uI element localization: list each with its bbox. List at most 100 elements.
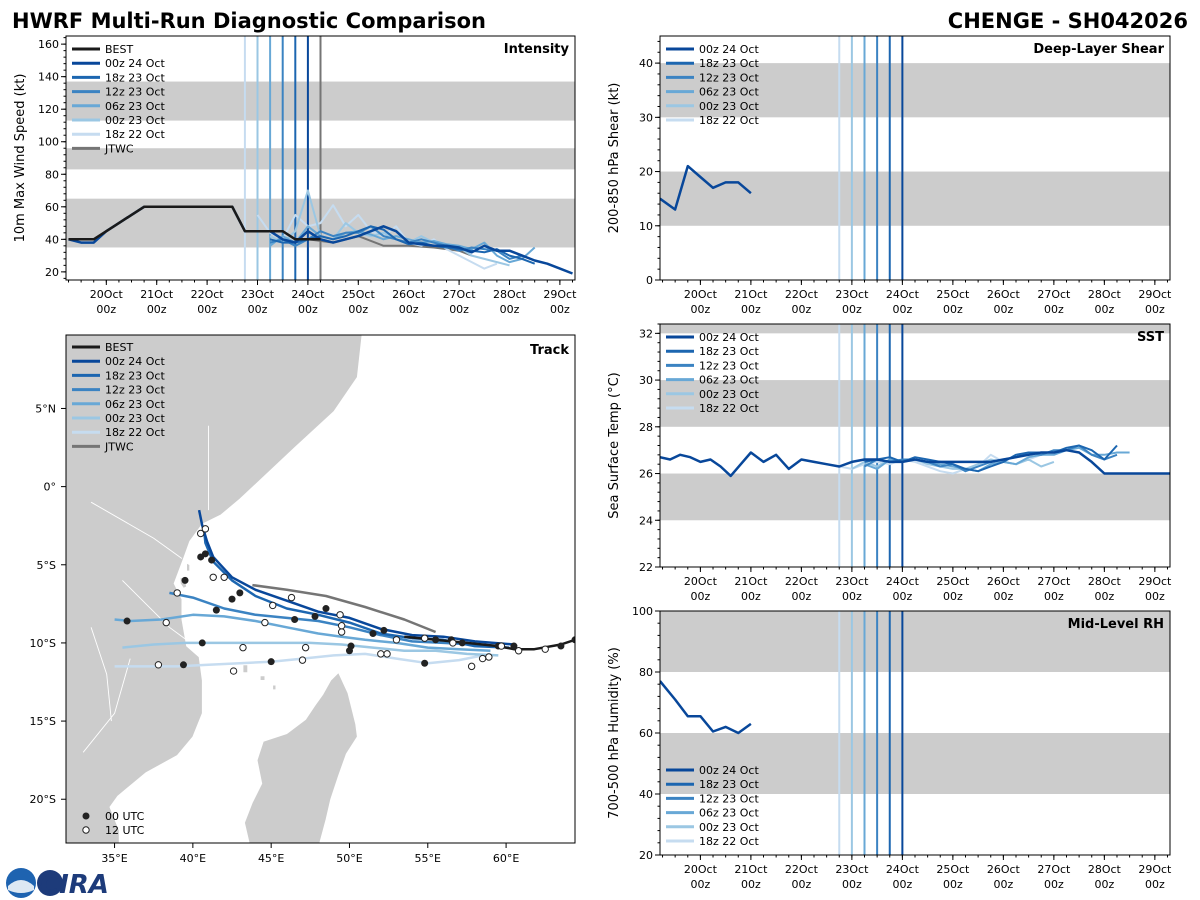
track-marker-00utc — [432, 636, 440, 644]
sst-plot-area — [660, 324, 1170, 567]
rh-xtick-hour: 00z — [842, 878, 862, 891]
sst-legend-label: 00z 23 Oct — [699, 388, 759, 401]
shear-xtick-day: 21Oct — [734, 288, 768, 301]
track-ytick-label: 15°S — [30, 715, 56, 728]
sst-legend-label: 12z 23 Oct — [699, 359, 759, 372]
shear-xtick-day: 26Oct — [987, 288, 1021, 301]
shear-legend-label: 18z 23 Oct — [699, 57, 759, 70]
sst-legend-label: 18z 23 Oct — [699, 345, 759, 358]
track-legend-label: 00z 24 Oct — [105, 355, 165, 368]
track-marker-00utc — [345, 647, 353, 655]
sst-xtick-hour: 00z — [1094, 590, 1114, 603]
shear-xtick-hour: 00z — [1145, 303, 1165, 316]
intensity-xtick-hour: 00z — [248, 303, 268, 316]
track-marker-12utc — [196, 529, 205, 538]
intensity-xtick-hour: 00z — [550, 303, 570, 316]
rh-title: Mid-Level RH — [1068, 617, 1164, 632]
sst-xtick-day: 21Oct — [734, 575, 768, 588]
shear-xtick-hour: 00z — [791, 303, 811, 316]
intensity-xtick-hour: 00z — [348, 303, 368, 316]
track-ytick-label: 0° — [44, 481, 57, 494]
intensity-legend-label: 12z 23 Oct — [105, 86, 165, 99]
sst-ytick-label: 30 — [639, 374, 653, 387]
shear-ytick-label: 40 — [639, 57, 653, 70]
shear-xtick-hour: 00z — [993, 303, 1013, 316]
track-legend-label: 12z 23 Oct — [105, 384, 165, 397]
shear-ytick-label: 10 — [639, 220, 653, 233]
rh-xtick-day: 23Oct — [835, 863, 869, 876]
intensity-series-best — [68, 205, 321, 241]
track-marker-12utc — [485, 653, 493, 661]
intensity-legend-label: 06z 23 Oct — [105, 100, 165, 113]
sst-band-2 — [660, 324, 1170, 334]
shear-ytick-label: 30 — [639, 111, 653, 124]
track-marker-12utc — [261, 618, 269, 627]
rh-legend-label: 18z 23 Oct — [699, 778, 759, 791]
shear-xtick-day: 28Oct — [1088, 288, 1122, 301]
track-marker-00utc — [380, 626, 388, 634]
sst-ytick-label: 32 — [639, 327, 653, 340]
track-marker-12utc — [336, 611, 344, 619]
shear-title: Deep-Layer Shear — [1033, 42, 1164, 57]
intensity-ytick-label: 160 — [38, 38, 59, 51]
globe-icon — [37, 870, 63, 896]
track-legend-label: 18z 22 Oct — [105, 426, 165, 439]
sst-xtick-day: 24Oct — [886, 575, 920, 588]
track-marker-12utc — [287, 593, 296, 602]
rh-ytick-label: 100 — [632, 605, 653, 618]
intensity-xtick-day: 22Oct — [191, 288, 225, 301]
intensity-title: Intensity — [504, 42, 570, 57]
track-marker-12utc — [377, 650, 385, 658]
intensity-xtick-hour: 00z — [500, 303, 520, 316]
track-marker-12utc — [514, 647, 523, 655]
track-marker-00utc — [571, 636, 575, 644]
track-marker-00utc — [179, 661, 187, 669]
shear-ytick-label: 20 — [639, 166, 653, 179]
track-panel: 35°E 40°E 45°E 50°E 55°E 60°E 5°N 0° 5°S 10°S 15°S… — [30, 334, 576, 865]
track-marker-12utc — [337, 622, 346, 630]
rh-ytick-label: 40 — [639, 788, 653, 801]
track-series-00z-24-oct — [197, 509, 514, 646]
track-marker-12utc — [478, 654, 487, 663]
intensity-ytick-label: 60 — [45, 201, 59, 214]
track-marker-12utc — [229, 667, 238, 675]
track-marker-00utc — [267, 658, 275, 666]
intensity-xtick-day: 29Oct — [543, 288, 577, 301]
track-marker-12utc — [162, 618, 170, 627]
track-marker-00utc — [181, 576, 189, 584]
rh-legend-label: 00z 23 Oct — [699, 821, 759, 834]
intensity-ytick-label: 80 — [45, 168, 59, 181]
shear-ylabel: 200-850 hPa Shear (kt) — [607, 83, 622, 234]
storm-id-title: CHENGE - SH042026 — [948, 9, 1188, 33]
rh-legend-label: 12z 23 Oct — [699, 792, 759, 805]
intensity-series-00z-23-oct — [269, 189, 510, 267]
sst-xtick-day: 22Oct — [785, 575, 819, 588]
track-marker-00utc — [228, 595, 236, 603]
land-comoros-grande — [242, 664, 249, 673]
track-marker-00utc — [236, 589, 244, 597]
rh-xtick-day: 25Oct — [936, 863, 970, 876]
rh-xtick-hour: 00z — [691, 878, 711, 891]
rh-ylabel: 700-500 hPa Humidity (%) — [607, 647, 622, 819]
track-marker-12utc — [173, 589, 181, 597]
rh-legend-label: 06z 23 Oct — [699, 807, 759, 820]
rh-xtick-day: 27Oct — [1037, 863, 1071, 876]
sst-xtick-day: 25Oct — [936, 575, 970, 588]
sst-xtick-day: 29Oct — [1138, 575, 1172, 588]
noaa-wave-icon — [8, 880, 34, 893]
shear-xtick-hour: 00z — [1094, 303, 1114, 316]
sst-legend-label: 06z 23 Oct — [699, 374, 759, 387]
shear-band-1 — [660, 63, 1170, 118]
rh-xtick-hour: 00z — [943, 878, 963, 891]
sst-ytick-label: 22 — [639, 561, 653, 574]
shear-legend-label: 00z 24 Oct — [699, 43, 759, 56]
sst-band-1 — [660, 380, 1170, 427]
intensity-ytick-label: 120 — [38, 103, 59, 116]
sst-xtick-hour: 00z — [1044, 590, 1064, 603]
rh-plot-area — [660, 611, 1170, 855]
track-marker-12utc — [467, 662, 476, 671]
track-marker-00utc — [311, 612, 319, 620]
track-legend-label-12utc: 12 UTC — [105, 824, 145, 837]
rh-xtick-day: 20Oct — [684, 863, 718, 876]
